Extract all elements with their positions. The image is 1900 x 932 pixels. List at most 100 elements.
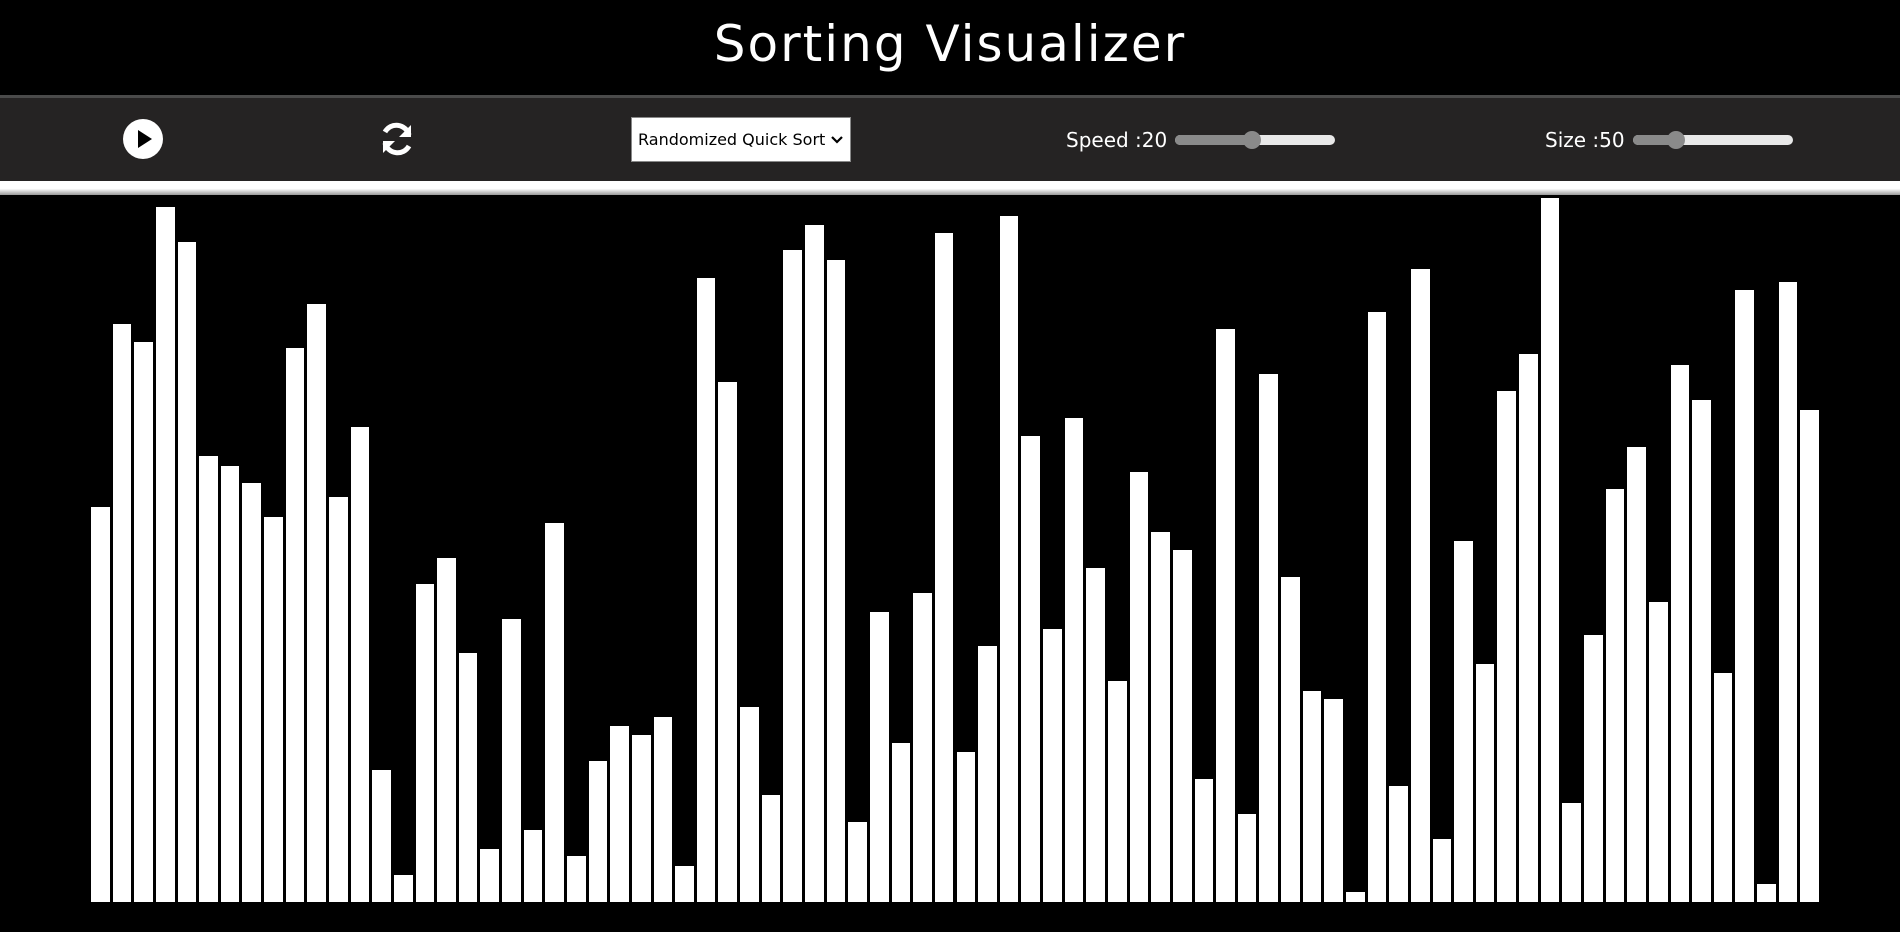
bar xyxy=(826,260,846,902)
bar xyxy=(1713,673,1733,902)
play-button[interactable] xyxy=(123,119,163,159)
bar xyxy=(891,743,911,902)
bar xyxy=(567,856,586,902)
bar xyxy=(502,619,521,902)
bar xyxy=(1216,329,1235,902)
bar xyxy=(285,348,305,902)
bar xyxy=(437,558,456,902)
chevron-down-icon xyxy=(831,136,843,144)
reset-button[interactable] xyxy=(376,118,418,160)
bar xyxy=(1281,577,1300,902)
bar xyxy=(1692,400,1711,902)
bar xyxy=(1757,884,1776,902)
bar xyxy=(199,456,218,902)
play-circle-icon xyxy=(138,130,152,148)
bar xyxy=(1454,541,1473,902)
header: Sorting Visualizer xyxy=(0,0,1900,95)
bar xyxy=(1086,568,1105,902)
bar xyxy=(480,849,500,902)
bar xyxy=(956,752,976,902)
speed-slider[interactable] xyxy=(1175,131,1336,149)
bar xyxy=(1043,629,1062,902)
bar xyxy=(653,717,673,902)
bar xyxy=(415,584,435,902)
bar xyxy=(1778,282,1798,902)
bar xyxy=(999,216,1019,902)
bar xyxy=(1389,786,1408,902)
bar xyxy=(783,250,803,902)
bar xyxy=(1648,602,1668,902)
speed-label: Speed :20 xyxy=(1066,128,1168,152)
toolbar-divider xyxy=(0,181,1900,195)
bar xyxy=(1021,436,1041,902)
bar xyxy=(264,517,283,902)
bar xyxy=(350,427,370,902)
bar xyxy=(1605,489,1625,902)
bar xyxy=(1627,447,1646,902)
bar xyxy=(177,242,197,902)
bar xyxy=(307,304,326,902)
bar xyxy=(869,612,889,902)
size-slider-fill xyxy=(1632,135,1676,145)
bar xyxy=(242,483,262,902)
size-control: Size :50 xyxy=(1545,127,1793,153)
toolbar xyxy=(0,95,1900,181)
bar xyxy=(761,795,781,902)
bar xyxy=(112,324,132,902)
bar xyxy=(545,523,564,902)
bar xyxy=(1497,391,1517,902)
bar xyxy=(1324,699,1343,902)
bar xyxy=(1583,635,1603,902)
bar xyxy=(134,342,153,902)
bar xyxy=(848,822,867,902)
bar xyxy=(1129,472,1149,902)
bar xyxy=(1302,691,1322,902)
bar xyxy=(155,207,175,902)
bar xyxy=(978,646,997,902)
bar xyxy=(1410,269,1430,902)
bar xyxy=(1735,290,1755,902)
bar xyxy=(1432,839,1452,902)
bar xyxy=(1519,354,1538,902)
refresh-icon xyxy=(382,122,412,156)
bar xyxy=(458,653,478,902)
page-title: Sorting Visualizer xyxy=(713,14,1187,73)
bar xyxy=(1259,374,1279,902)
bar xyxy=(1237,814,1257,902)
bar xyxy=(631,735,651,902)
bar xyxy=(393,875,413,902)
speed-control: Speed :20 xyxy=(1066,127,1336,153)
bar xyxy=(372,770,391,902)
bar xyxy=(913,593,932,902)
bar xyxy=(696,278,716,902)
speed-slider-fill xyxy=(1175,135,1253,145)
size-slider-thumb[interactable] xyxy=(1666,131,1685,149)
bar xyxy=(675,866,694,902)
speed-slider-thumb[interactable] xyxy=(1243,131,1262,149)
bar xyxy=(1345,892,1365,902)
algorithm-select[interactable]: Randomized Quick Sort xyxy=(631,117,851,162)
bar xyxy=(1670,365,1690,902)
bar xyxy=(1151,532,1170,902)
bar xyxy=(1064,418,1084,902)
bar xyxy=(91,507,110,902)
bars-chart xyxy=(0,195,1900,932)
size-label: Size :50 xyxy=(1545,128,1625,152)
size-slider[interactable] xyxy=(1632,131,1793,149)
bar xyxy=(1172,550,1192,902)
bar xyxy=(934,233,954,902)
bar xyxy=(329,497,348,902)
bar xyxy=(1800,410,1819,902)
bar xyxy=(523,830,543,902)
bar xyxy=(220,466,240,902)
bar xyxy=(1562,803,1581,902)
bar xyxy=(805,225,824,902)
bar xyxy=(1107,681,1127,902)
bar xyxy=(718,382,738,902)
bar xyxy=(1475,664,1495,902)
bar xyxy=(610,726,629,902)
bar xyxy=(1540,198,1560,902)
bar xyxy=(740,707,759,902)
bar xyxy=(1194,779,1214,902)
bar xyxy=(1367,312,1387,902)
